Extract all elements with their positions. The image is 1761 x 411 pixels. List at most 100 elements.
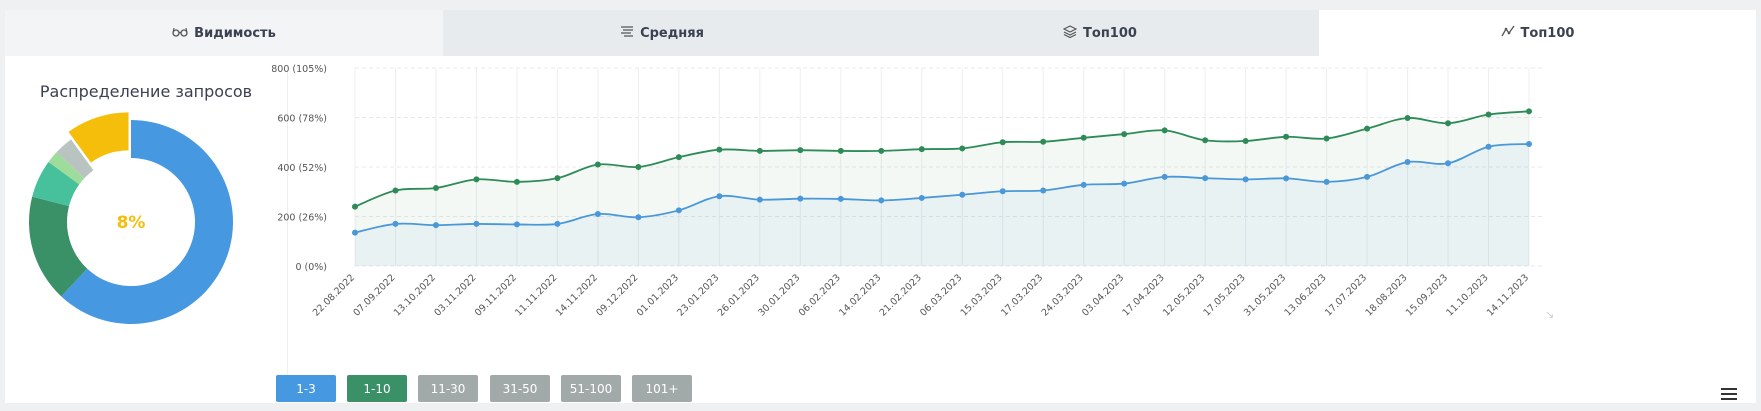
y-tick-label: 0 (0%) — [295, 262, 327, 273]
x-tick-label: 17.03.2023 — [999, 272, 1045, 318]
tab-average[interactable]: Средняя — [443, 10, 881, 56]
x-tick-label: 14.11.2023 — [1485, 272, 1531, 318]
data-point[interactable] — [1202, 175, 1209, 182]
data-point[interactable] — [959, 191, 966, 198]
data-point[interactable] — [635, 214, 642, 221]
data-point[interactable] — [837, 195, 844, 202]
data-point[interactable] — [716, 146, 723, 153]
data-point[interactable] — [473, 220, 480, 227]
donut-slice[interactable] — [32, 162, 80, 207]
tab-top100-stack[interactable]: Топ100 — [881, 10, 1319, 56]
data-point[interactable] — [513, 221, 520, 228]
data-point[interactable] — [1121, 131, 1128, 138]
tab-top100-dynamics[interactable]: Топ100 — [1319, 10, 1756, 56]
x-tick-label: 09.11.2022 — [473, 272, 519, 318]
data-point[interactable] — [594, 161, 601, 168]
top100-line-chart: 0 (0%) 200 (26%) 400 (52%) 600 (78%) 800 (10… — [271, 64, 1554, 321]
data-point[interactable] — [797, 147, 804, 154]
data-point[interactable] — [675, 207, 682, 214]
data-point[interactable] — [1364, 125, 1371, 132]
data-point[interactable] — [1242, 138, 1249, 145]
tab-top100-dynamics-label: Топ100 — [1520, 25, 1575, 41]
donut-slice[interactable] — [56, 139, 94, 179]
data-point[interactable] — [432, 222, 439, 229]
range-filter-button[interactable]: 1-10 — [347, 375, 407, 402]
data-point[interactable] — [918, 146, 925, 153]
data-point[interactable] — [1161, 127, 1168, 134]
layers-icon — [1062, 24, 1078, 42]
x-tick-label: 15.03.2023 — [959, 272, 1005, 318]
data-point[interactable] — [918, 194, 925, 201]
data-point[interactable] — [1040, 138, 1047, 145]
series-line[interactable] — [354, 110, 1530, 208]
data-point[interactable] — [432, 185, 439, 192]
range-filter-button[interactable]: 31-50 — [490, 375, 550, 402]
data-point[interactable] — [878, 147, 885, 154]
data-point[interactable] — [1445, 160, 1452, 167]
data-point[interactable] — [554, 220, 561, 227]
x-tick-label: 17.05.2023 — [1201, 272, 1247, 318]
data-point[interactable] — [999, 139, 1006, 146]
data-point[interactable] — [513, 178, 520, 185]
tab-average-label: Средняя — [640, 25, 704, 41]
x-tick-label: 18.08.2023 — [1363, 272, 1409, 318]
data-point[interactable] — [554, 175, 561, 182]
data-point[interactable] — [1323, 135, 1330, 142]
tab-top100-stack-label: Топ100 — [1083, 25, 1137, 41]
data-point[interactable] — [1283, 175, 1290, 182]
donut-slice[interactable] — [29, 196, 88, 297]
x-tick-label: 11.10.2023 — [1444, 272, 1490, 318]
range-filter-button[interactable]: 101+ — [632, 375, 692, 402]
data-point[interactable] — [594, 211, 601, 218]
donut-slice[interactable] — [48, 152, 85, 185]
data-point[interactable] — [1202, 137, 1209, 144]
data-point[interactable] — [1485, 143, 1492, 150]
x-tick-label: 06.02.2023 — [797, 272, 843, 318]
data-point[interactable] — [1080, 134, 1087, 141]
data-point[interactable] — [392, 187, 399, 194]
data-point[interactable] — [1040, 187, 1047, 194]
data-point[interactable] — [1404, 159, 1411, 166]
data-point[interactable] — [1445, 120, 1452, 127]
data-point[interactable] — [797, 195, 804, 202]
x-tick-label: 09.12.2022 — [594, 272, 640, 318]
data-point[interactable] — [352, 229, 358, 236]
data-point[interactable] — [1161, 173, 1168, 180]
data-point[interactable] — [1283, 133, 1290, 140]
data-point[interactable] — [352, 203, 358, 210]
scroll-arrow-icon[interactable]: ↘ — [1545, 308, 1554, 321]
range-filter-button[interactable]: 1-3 — [276, 375, 336, 402]
data-point[interactable] — [1080, 181, 1087, 188]
donut-slice[interactable] — [61, 120, 234, 324]
range-filter-button[interactable]: 11-30 — [418, 375, 478, 402]
series-line[interactable] — [354, 143, 1530, 234]
data-point[interactable] — [1526, 140, 1532, 147]
data-point[interactable] — [999, 188, 1006, 195]
glasses-icon — [172, 26, 188, 41]
data-point[interactable] — [878, 197, 885, 204]
data-point[interactable] — [1485, 111, 1492, 118]
data-point[interactable] — [1404, 114, 1411, 121]
data-point[interactable] — [756, 147, 763, 154]
data-point[interactable] — [1323, 178, 1330, 185]
data-point[interactable] — [1526, 108, 1532, 115]
hamburger-menu-icon[interactable] — [1721, 388, 1737, 403]
range-filter-button[interactable]: 51-100 — [561, 375, 621, 402]
data-point[interactable] — [959, 145, 966, 152]
x-tick-label: 12.05.2023 — [1161, 272, 1207, 318]
x-tick-label: 14.02.2023 — [837, 272, 883, 318]
data-point[interactable] — [837, 147, 844, 154]
data-point[interactable] — [392, 220, 399, 227]
data-point[interactable] — [716, 193, 723, 200]
data-point[interactable] — [675, 154, 682, 161]
donut-slice[interactable] — [68, 112, 129, 163]
data-point[interactable] — [473, 176, 480, 183]
data-point[interactable] — [635, 164, 642, 170]
tab-visibility[interactable]: Видимость — [5, 10, 443, 56]
data-point[interactable] — [1364, 173, 1371, 180]
data-point[interactable] — [1121, 180, 1128, 187]
data-point[interactable] — [756, 196, 763, 203]
list-lines-icon — [620, 25, 634, 41]
data-point[interactable] — [1242, 176, 1249, 183]
x-tick-label: 03.04.2023 — [1080, 272, 1126, 318]
